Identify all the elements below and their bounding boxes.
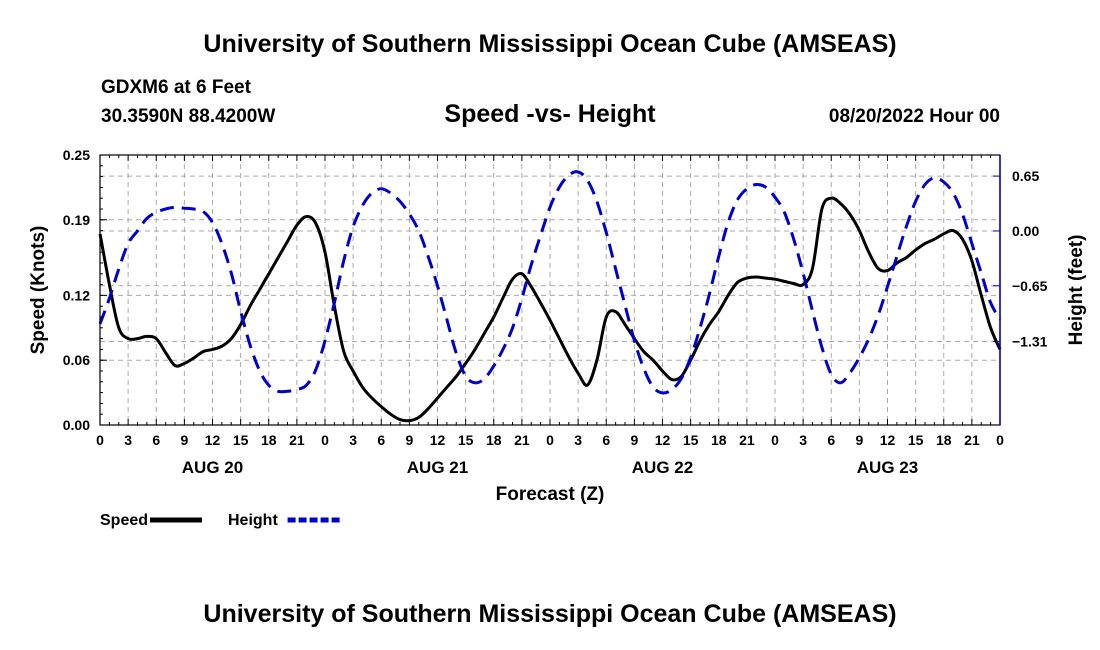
x-tick-label: 9 bbox=[405, 432, 413, 448]
legend: Speed Height bbox=[100, 512, 340, 529]
y2-tick-label: 0.65 bbox=[1012, 168, 1039, 184]
x-tick-label: 21 bbox=[964, 432, 980, 448]
x-tick-label: 3 bbox=[574, 432, 582, 448]
x-tick-label: 12 bbox=[205, 432, 221, 448]
x-tick-label: 18 bbox=[936, 432, 952, 448]
x-tick-label: 9 bbox=[180, 432, 188, 448]
x-tick-label: 15 bbox=[908, 432, 924, 448]
grid-lines bbox=[100, 155, 1000, 425]
day-label: AUG 23 bbox=[857, 458, 918, 477]
x-tick-label: 0 bbox=[96, 432, 104, 448]
x-tick-label: 6 bbox=[827, 432, 835, 448]
y2-tick-label: 0.00 bbox=[1012, 223, 1039, 239]
series-layer bbox=[98, 170, 1002, 423]
x-tick-label: 12 bbox=[430, 432, 446, 448]
x-tick-label: 18 bbox=[486, 432, 502, 448]
x-tick-label: 12 bbox=[655, 432, 671, 448]
day-label: AUG 21 bbox=[407, 458, 468, 477]
day-label: AUG 20 bbox=[182, 458, 243, 477]
y-tick-label: 0.00 bbox=[63, 417, 90, 433]
y-tick-label: 0.19 bbox=[63, 212, 90, 228]
y2-tick-label: −0.65 bbox=[1012, 278, 1048, 294]
x-tick-label: 15 bbox=[458, 432, 474, 448]
x-axis-title: Forecast (Z) bbox=[496, 484, 605, 505]
x-tick-label: 21 bbox=[289, 432, 305, 448]
x-tick-label: 9 bbox=[630, 432, 638, 448]
top-title: University of Southern Mississippi Ocean… bbox=[203, 30, 897, 58]
bottom-title: University of Southern Mississippi Ocean… bbox=[203, 600, 897, 628]
x-tick-label: 3 bbox=[124, 432, 132, 448]
coordinates-label: 30.3590N 88.4200W bbox=[101, 106, 276, 127]
speed-legend-label: Speed bbox=[100, 512, 148, 529]
x-tick-label: 0 bbox=[546, 432, 554, 448]
forecast-datetime: 08/20/2022 Hour 00 bbox=[828, 106, 1000, 127]
x-tick-label: 12 bbox=[880, 432, 896, 448]
x-tick-label: 18 bbox=[261, 432, 277, 448]
height-legend-label: Height bbox=[228, 512, 278, 529]
height-series-line bbox=[98, 170, 1002, 395]
y-tick-label: 0.25 bbox=[63, 147, 90, 163]
x-tick-label: 3 bbox=[349, 432, 357, 448]
x-tick-label: 0 bbox=[321, 432, 329, 448]
x-tick-label: 0 bbox=[996, 432, 1004, 448]
x-tick-label: 3 bbox=[799, 432, 807, 448]
x-tick-label: 21 bbox=[739, 432, 755, 448]
x-tick-label: 15 bbox=[683, 432, 699, 448]
y-axis-title: Speed (Knots) bbox=[28, 226, 49, 355]
chart-subtitle: Speed -vs- Height bbox=[444, 100, 656, 128]
station-label: GDXM6 at 6 Feet bbox=[101, 77, 251, 98]
y-tick-label: 0.06 bbox=[63, 352, 90, 368]
x-tick-label: 15 bbox=[233, 432, 249, 448]
x-tick-label: 18 bbox=[711, 432, 727, 448]
y-tick-label: 0.12 bbox=[63, 287, 90, 303]
speed-height-chart: 0 3 6 9 12 15 18 21 0 3 6 9 12 15 18 21 0 3 6 9 12 15 18 21 0 3 6 9… bbox=[28, 147, 1087, 529]
x-tick-label: 6 bbox=[152, 432, 160, 448]
x-tick-label: 6 bbox=[377, 432, 385, 448]
day-label: AUG 22 bbox=[632, 458, 693, 477]
speed-series-line bbox=[98, 196, 1002, 423]
x-tick-label: 21 bbox=[514, 432, 530, 448]
y2-tick-label: −1.31 bbox=[1012, 333, 1048, 349]
x-tick-label: 9 bbox=[855, 432, 863, 448]
y2-axis-title: Height (feet) bbox=[1066, 235, 1087, 346]
axes: 0 3 6 9 12 15 18 21 0 3 6 9 12 15 18 21 0 3 6 9 12 15 18 21 0 3 6 9… bbox=[28, 147, 1087, 505]
x-tick-label: 0 bbox=[771, 432, 779, 448]
x-tick-label: 6 bbox=[602, 432, 610, 448]
